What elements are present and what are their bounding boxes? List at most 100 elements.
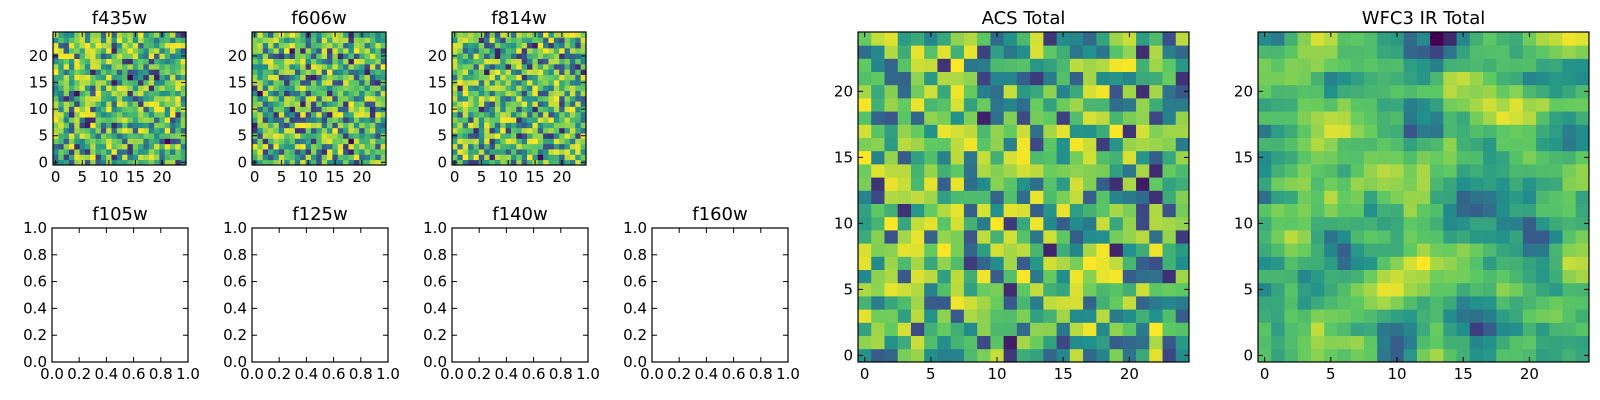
heatmap-cell [1016, 58, 1031, 72]
heatmap-cell [1390, 58, 1405, 72]
heatmap-cell [990, 282, 1005, 297]
heatmap-cell [569, 69, 576, 75]
heatmap-cell [278, 122, 285, 129]
heatmap-cell [553, 117, 560, 123]
heatmap-cell [1310, 256, 1325, 270]
heatmap-cell [257, 63, 264, 70]
heatmap-cell [90, 149, 96, 155]
y-tick-label: 15 [834, 148, 853, 166]
heatmap-cell [1536, 256, 1550, 270]
heatmap-cell [564, 106, 571, 113]
heatmap-cell [268, 79, 274, 86]
heatmap-cell [310, 133, 317, 139]
heatmap-cell [332, 37, 339, 44]
heatmap-cell [74, 90, 80, 97]
heatmap-cell [1337, 230, 1352, 244]
heatmap-cell [462, 95, 469, 102]
heatmap-cell [348, 95, 355, 102]
heatmap-cell [1443, 348, 1457, 363]
heatmap-cell [316, 117, 323, 123]
heatmap-cell [537, 37, 544, 44]
heatmap-cell [1271, 177, 1285, 191]
heatmap-cell [289, 53, 296, 59]
heatmap-cell [273, 101, 280, 107]
heatmap-cell [273, 122, 280, 129]
heatmap-cell [1403, 282, 1418, 297]
heatmap-cell [1136, 296, 1150, 310]
heatmap-cell [1297, 190, 1312, 204]
heatmap-cell [452, 37, 458, 44]
heatmap-cell [858, 230, 872, 244]
heatmap-cell [170, 37, 176, 44]
heatmap-cell [510, 37, 517, 44]
heatmap-cell [1483, 84, 1497, 99]
heatmap-cell [1562, 256, 1577, 270]
heatmap-cell [380, 143, 387, 150]
heatmap-cell [924, 98, 938, 112]
heatmap-cell [1496, 309, 1510, 323]
y-tick-label: 5 [437, 127, 447, 145]
heatmap-cell [79, 63, 86, 70]
heatmap-cell [564, 53, 571, 59]
heatmap-cell [127, 154, 134, 161]
heatmap-cell [1536, 282, 1550, 297]
heatmap-cell [74, 111, 80, 118]
heatmap-cell [489, 47, 496, 54]
heatmap-cell [68, 138, 75, 145]
heatmap-cell [68, 90, 75, 97]
heatmap-cell [1083, 84, 1097, 99]
heatmap-cell [159, 53, 166, 59]
heatmap-cell [375, 95, 382, 102]
heatmap-cell [1430, 335, 1444, 350]
heatmap-cell [268, 133, 274, 139]
heatmap-cell [553, 37, 560, 44]
heatmap-cell [170, 79, 176, 86]
heatmap-cell [484, 149, 490, 155]
heatmap-cell [353, 63, 360, 70]
heatmap-cell [553, 69, 560, 75]
heatmap-cell [1522, 282, 1537, 297]
heatmap-cell [1122, 216, 1137, 231]
heatmap-cell [143, 47, 150, 54]
heatmap-cell [79, 122, 86, 129]
heatmap-cell [1109, 203, 1124, 218]
heatmap-cell [473, 90, 480, 97]
heatmap-cell [897, 348, 912, 363]
heatmap-cell [1469, 71, 1484, 86]
heatmap-cell [500, 95, 506, 102]
heatmap-cell [337, 53, 344, 59]
panel-title: f606w [291, 8, 346, 29]
heatmap-cell [53, 63, 59, 70]
heatmap-cell [68, 37, 75, 44]
heatmap-cell [543, 69, 549, 75]
heatmap-cell [159, 85, 166, 91]
heatmap-cell [321, 69, 328, 75]
heatmap-cell [910, 84, 925, 99]
heatmap-cell [1575, 164, 1590, 178]
heatmap-cell [473, 79, 480, 86]
heatmap-cell [95, 122, 102, 129]
heatmap-cell [164, 95, 171, 102]
heatmap-cell [1162, 296, 1177, 310]
heatmap-cell [462, 159, 469, 166]
heatmap-cell [273, 79, 280, 86]
heatmap-cell [262, 85, 269, 91]
heatmap-cell [977, 256, 991, 270]
heatmap-cell [871, 335, 885, 350]
heatmap-cell [122, 127, 128, 134]
heatmap-cell [569, 37, 576, 44]
heatmap-cell [369, 79, 376, 86]
heatmap-cell [90, 143, 96, 150]
heatmap-cell [1549, 45, 1563, 59]
heatmap-cell [353, 154, 360, 161]
heatmap-cell [294, 127, 301, 134]
heatmap-cell [380, 149, 387, 155]
heatmap-cell [84, 95, 91, 102]
heatmap-cell [1136, 203, 1150, 218]
heatmap-cell [569, 90, 576, 97]
heatmap-cell [1016, 216, 1031, 231]
heatmap-cell [897, 137, 912, 152]
heatmap-cell [1575, 216, 1590, 231]
heatmap-cell [1363, 269, 1378, 284]
heatmap-cell [278, 69, 285, 75]
